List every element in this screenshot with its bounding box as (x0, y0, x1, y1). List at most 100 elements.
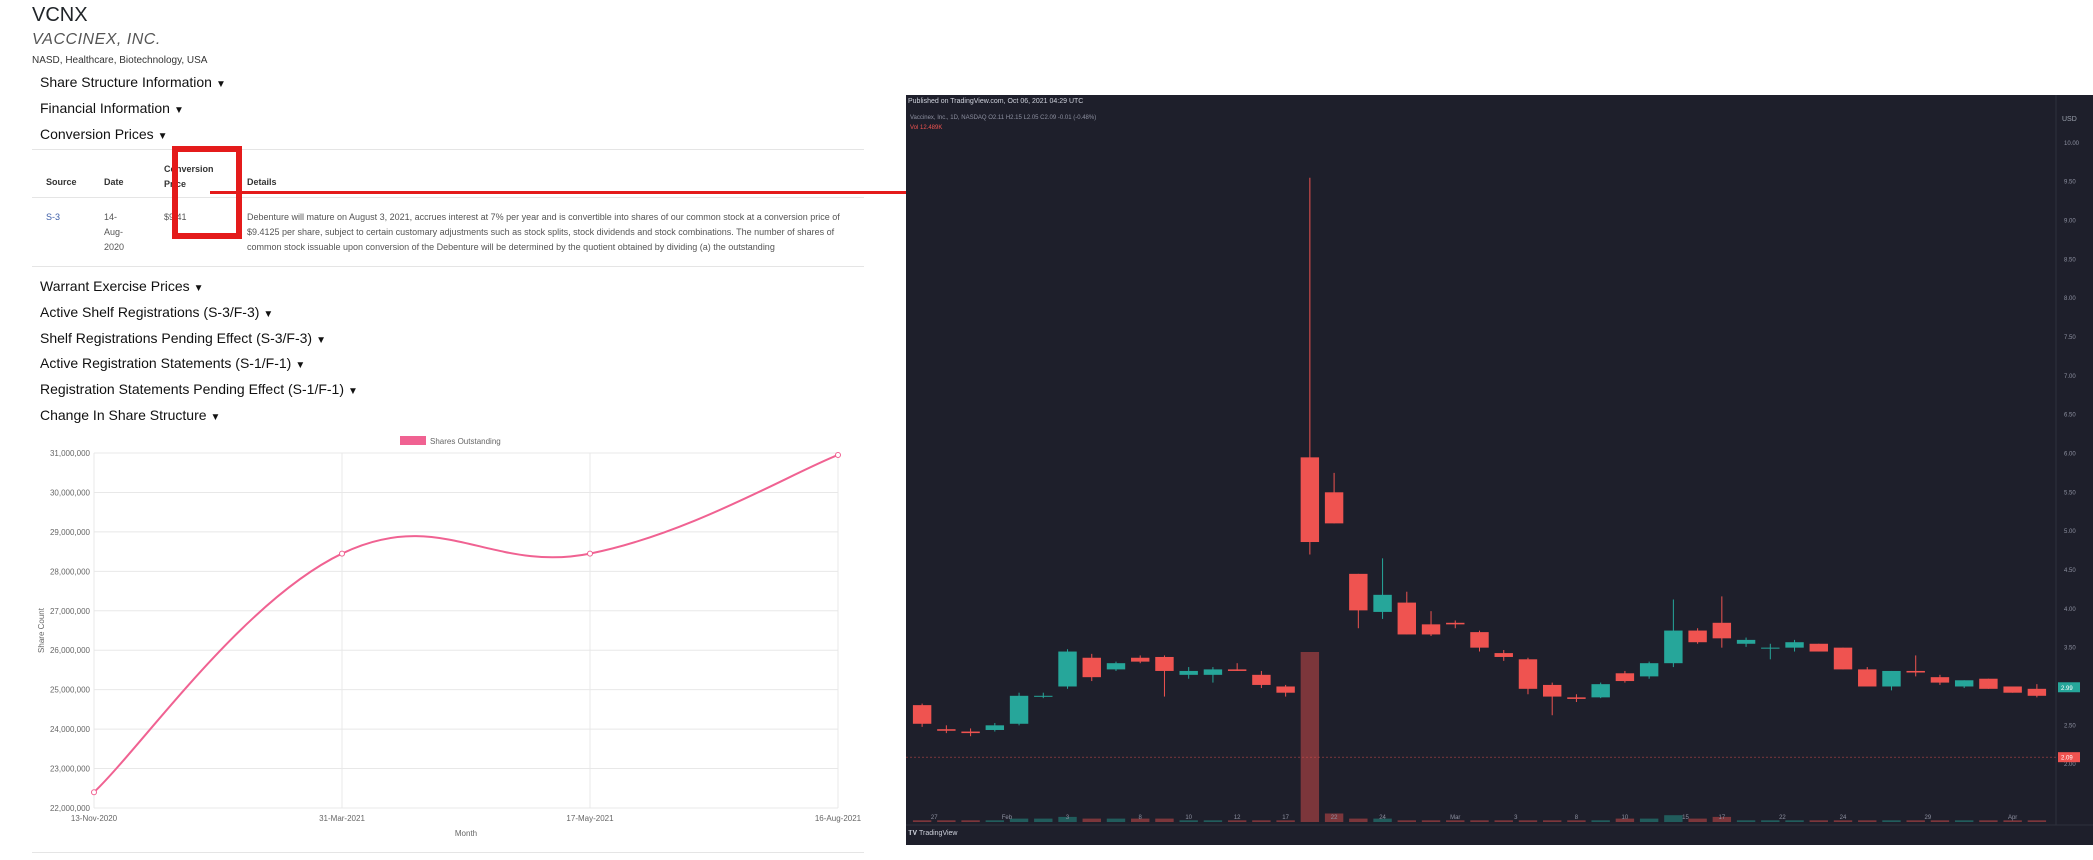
candle-body (1930, 677, 1950, 683)
price-tick-label: 5.50 (2064, 490, 2076, 496)
price-tick-label: 4.00 (2064, 607, 2076, 613)
time-tick-label: 24 (1840, 815, 1847, 821)
volume-bar (1930, 820, 1950, 822)
divider (32, 149, 864, 150)
section-active-shelf-registrations[interactable]: Active Shelf Registrations (S-3/F-3) ▼ (40, 304, 273, 320)
caret-down-icon: ▼ (157, 131, 168, 142)
volume-bar (1131, 818, 1150, 822)
volume-bar (1324, 813, 1344, 822)
volume-bar (1397, 820, 1417, 822)
y-tick-label: 29,000,000 (50, 528, 91, 537)
caret-down-icon: ▼ (263, 309, 274, 320)
candle-body (1736, 639, 1756, 644)
candle-body (1227, 669, 1247, 671)
section-active-registration-statements[interactable]: Active Registration Statements (S-1/F-1)… (40, 355, 305, 371)
price-tick-label: 6.00 (2064, 451, 2076, 457)
time-tick-label: 17 (1718, 815, 1725, 821)
candle-body (937, 729, 956, 731)
data-point (339, 550, 345, 557)
candle-body (1131, 657, 1150, 662)
company-name: VACCINEX, INC. (32, 31, 161, 48)
candle-body (1906, 670, 1925, 673)
time-tick-label: 15 (1682, 815, 1689, 821)
candle-body (1979, 678, 1998, 689)
legend-swatch (400, 436, 426, 445)
divider (32, 852, 864, 853)
volume-bar (1761, 820, 1780, 822)
x-axis-label: Month (455, 829, 477, 838)
y-tick-label: 27,000,000 (50, 607, 91, 616)
section-financial-information[interactable]: Financial Information ▼ (40, 100, 184, 116)
volume-bar (1082, 818, 1101, 822)
x-tick-label: 31-Mar-2021 (319, 814, 365, 823)
candle-body (1276, 686, 1295, 693)
time-tick-label: 27 (931, 815, 938, 821)
volume-bar (1227, 820, 1247, 822)
caret-down-icon: ▼ (215, 79, 226, 90)
section-shelf-registrations-pending[interactable]: Shelf Registrations Pending Effect (S-3/… (40, 330, 326, 346)
divider (32, 266, 864, 267)
volume-bar (1252, 820, 1271, 822)
tradingview-brand: TradingView (918, 830, 958, 837)
section-share-structure[interactable]: Share Structure Information ▼ (40, 74, 226, 90)
series-line (93, 454, 839, 793)
price-tick-label: 2.00 (2064, 762, 2076, 768)
candlestick-chart: 10.00 9.50 9.00 8.50 8.00 7.50 7.00 6.50 6.00 5.5… (906, 95, 2093, 826)
last-price-badge (2058, 682, 2080, 693)
time-tick-label: 22 (1331, 815, 1338, 821)
price-tick-label: 7.50 (2064, 335, 2076, 341)
candle-body (1373, 594, 1392, 612)
time-tick-label: 8 (1139, 815, 1143, 821)
caret-down-icon: ▼ (348, 386, 358, 397)
price-tick-label: 9.50 (2064, 180, 2076, 186)
candle-body (1203, 669, 1223, 675)
header-source: Source (46, 177, 77, 187)
volume-bar (1882, 820, 1901, 822)
candle-body (985, 725, 1005, 730)
tradingview-logo: 𝐓𝐕 TradingView (908, 830, 958, 838)
time-tick-label: 24 (1379, 815, 1386, 821)
time-tick-label: Mar (1450, 815, 1460, 821)
ref-price-label: 2.09 (2061, 756, 2073, 762)
candle-body (1300, 457, 1320, 543)
section-label: Registration Statements Pending Effect (… (40, 381, 344, 397)
row-details: Debenture will mature on August 3, 2021,… (247, 212, 840, 252)
time-tick-label: 29 (1924, 815, 1931, 821)
caret-down-icon: ▼ (295, 360, 306, 371)
volume-bar (1179, 820, 1198, 822)
volume-bar (1809, 820, 1828, 822)
section-conversion-prices[interactable]: Conversion Prices ▼ (40, 126, 168, 142)
candle-body (1882, 670, 1901, 687)
y-tick-label: 30,000,000 (50, 488, 91, 497)
volume-bar (1276, 820, 1295, 822)
volume-bar (1615, 818, 1635, 822)
currency-label: USD (2062, 116, 2077, 123)
candle-body (1397, 602, 1417, 635)
candle-body (1179, 670, 1198, 675)
data-point (587, 550, 593, 557)
volume-bar (1567, 820, 1586, 822)
time-tick-label: Apr (2008, 815, 2017, 821)
price-tick-label: 6.50 (2064, 413, 2076, 419)
ref-price-badge (2058, 752, 2080, 763)
section-warrant-exercise-prices[interactable]: Warrant Exercise Prices ▼ (40, 278, 204, 294)
y-tick-label: 28,000,000 (50, 567, 91, 576)
symbol-legend: Vaccinex, Inc., 1D, NASDAQ O2.11 H2.15 L… (910, 115, 1097, 121)
section-label: Active Registration Statements (S-1/F-1) (40, 355, 292, 371)
legend-label: Shares Outstanding (430, 437, 501, 446)
volume-bar (1954, 820, 1974, 822)
row-source-link[interactable]: S-3 (46, 212, 61, 222)
time-tick-label: 12 (1234, 815, 1241, 821)
section-label: Active Shelf Registrations (S-3/F-3) (40, 304, 260, 320)
volume-bar (985, 820, 1005, 822)
candle-body (1421, 624, 1441, 635)
data-point (91, 789, 97, 796)
volume-bar (1446, 820, 1465, 822)
volume-bar (1833, 820, 1853, 822)
section-change-in-share-structure[interactable]: Change In Share Structure ▼ (40, 407, 220, 423)
volume-bar (1664, 815, 1683, 822)
section-registration-statements-pending[interactable]: Registration Statements Pending Effect (… (40, 381, 358, 397)
candle-body (1688, 630, 1707, 643)
caret-down-icon: ▼ (173, 105, 184, 116)
candle-body (961, 731, 980, 734)
